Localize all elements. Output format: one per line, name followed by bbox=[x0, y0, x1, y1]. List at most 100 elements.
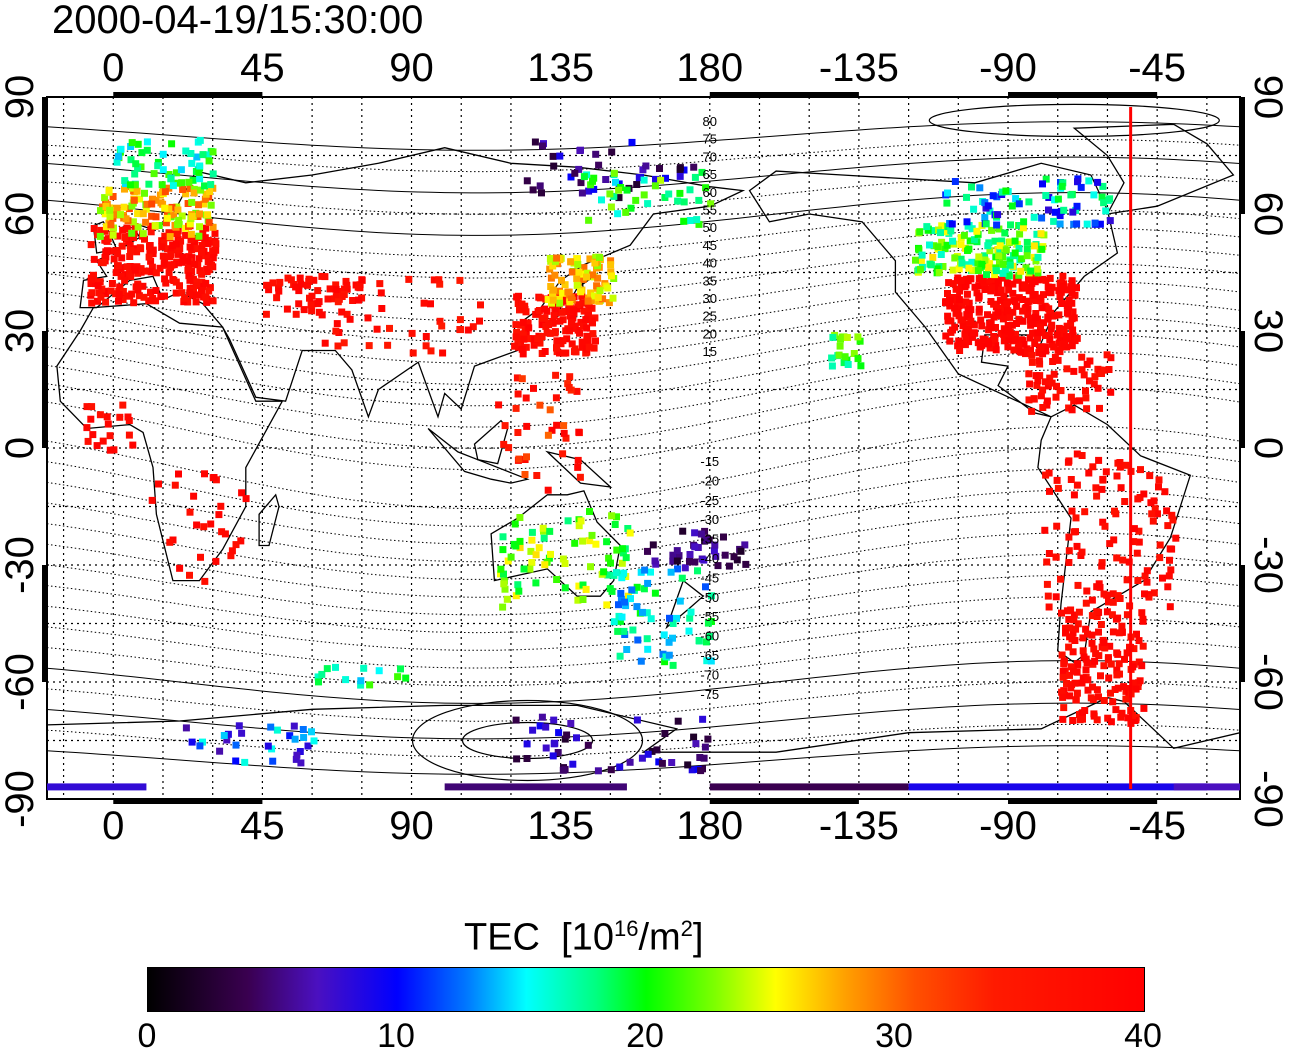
colorbar-tick: 30 bbox=[875, 1017, 913, 1055]
tec-sample bbox=[1085, 469, 1093, 477]
tec-sample bbox=[628, 586, 636, 594]
tec-sample bbox=[1060, 206, 1068, 214]
tec-sample bbox=[1067, 320, 1075, 327]
tec-sample bbox=[1073, 689, 1081, 697]
tec-sample bbox=[673, 557, 681, 565]
tec-sample bbox=[1070, 397, 1078, 405]
tec-sample bbox=[1040, 319, 1048, 327]
tec-sample bbox=[987, 298, 995, 305]
tec-sample bbox=[1020, 218, 1028, 226]
tec-sample bbox=[332, 663, 339, 671]
tec-sample bbox=[1066, 624, 1074, 632]
tec-sample bbox=[691, 558, 699, 566]
tec-sample bbox=[930, 227, 938, 235]
tec-sample bbox=[501, 585, 509, 593]
tec-sample bbox=[637, 657, 645, 665]
tec-sample bbox=[712, 552, 720, 560]
tec-sample bbox=[512, 542, 520, 550]
tec-sample bbox=[175, 216, 183, 224]
tec-band bbox=[709, 783, 909, 791]
map-grid bbox=[42, 92, 1245, 804]
tec-sample bbox=[559, 289, 567, 297]
tec-sample bbox=[1124, 714, 1132, 722]
tec-sample bbox=[1067, 191, 1075, 199]
tec-sample bbox=[1053, 331, 1061, 339]
tec-sample bbox=[1015, 294, 1023, 302]
tec-sample bbox=[1042, 192, 1050, 199]
tec-sample bbox=[1058, 609, 1065, 617]
tec-sample bbox=[209, 148, 217, 156]
tec-sample bbox=[1058, 688, 1066, 696]
tec-sample bbox=[292, 310, 300, 318]
tec-sample bbox=[589, 271, 597, 279]
tec-sample bbox=[1155, 483, 1162, 491]
contour-label: 35 bbox=[703, 273, 717, 288]
tec-sample bbox=[519, 350, 527, 358]
tec-sample bbox=[1034, 334, 1041, 342]
tec-sample bbox=[960, 231, 968, 239]
tec-sample bbox=[704, 619, 712, 627]
tec-sample bbox=[975, 275, 983, 283]
tec-sample bbox=[304, 742, 312, 750]
tec-sample bbox=[589, 330, 597, 338]
tec-sample bbox=[643, 609, 651, 617]
tec-sample bbox=[695, 196, 703, 204]
tec-sample bbox=[998, 188, 1006, 196]
tec-sample bbox=[970, 236, 978, 244]
tec-sample bbox=[142, 218, 150, 226]
tec-sample bbox=[702, 184, 710, 192]
tec-sample bbox=[117, 211, 124, 219]
tec-sample bbox=[955, 337, 963, 345]
tec-sample bbox=[175, 470, 182, 478]
tec-map: 8075706560555045403530252015-15-20-25-30… bbox=[42, 92, 1245, 804]
tec-sample bbox=[521, 471, 529, 478]
left-lat-tick: 30 bbox=[0, 308, 42, 354]
tec-sample bbox=[193, 521, 201, 529]
tec-sample bbox=[209, 223, 217, 231]
tec-sample bbox=[1031, 340, 1039, 347]
tec-sample bbox=[614, 627, 622, 635]
tec-sample bbox=[263, 281, 271, 289]
tec-sample bbox=[1104, 714, 1112, 722]
tec-sample bbox=[986, 260, 994, 268]
tec-sample bbox=[436, 317, 444, 325]
tec-sample bbox=[1104, 654, 1112, 662]
tec-sample bbox=[1095, 580, 1103, 588]
tec-sample bbox=[532, 579, 540, 587]
mlat-contour bbox=[46, 574, 1241, 634]
tec-sample bbox=[523, 422, 531, 430]
tec-sample bbox=[1063, 302, 1071, 310]
tec-sample bbox=[217, 502, 225, 510]
tec-sample bbox=[690, 163, 698, 171]
tec-sample bbox=[582, 349, 590, 357]
tec-sample bbox=[138, 149, 146, 157]
tec-sample bbox=[591, 259, 599, 267]
tec-sample bbox=[933, 265, 941, 273]
mlat-contour bbox=[46, 227, 1241, 279]
tec-sample bbox=[1163, 507, 1171, 515]
tec-sample bbox=[427, 300, 434, 308]
tec-sample bbox=[587, 563, 594, 571]
tec-sample bbox=[967, 317, 975, 325]
tec-sample bbox=[430, 276, 438, 284]
coastline-africa bbox=[56, 303, 284, 582]
tec-sample bbox=[354, 283, 362, 291]
tec-sample bbox=[439, 349, 447, 357]
tec-sample bbox=[665, 638, 673, 646]
tec-sample bbox=[495, 401, 503, 409]
tec-sample bbox=[608, 148, 616, 156]
tec-sample bbox=[966, 237, 974, 245]
tec-sample bbox=[560, 349, 568, 357]
tec-sample bbox=[1011, 249, 1019, 257]
tec-sample bbox=[1134, 495, 1142, 503]
tec-sample bbox=[500, 580, 508, 588]
tec-sample bbox=[269, 757, 277, 765]
tec-sample bbox=[1048, 321, 1056, 329]
tec-sample bbox=[977, 316, 985, 324]
tec-sample bbox=[1022, 350, 1029, 358]
tec-sample bbox=[1000, 292, 1008, 300]
tec-sample bbox=[962, 281, 970, 289]
tec-sample bbox=[1030, 213, 1038, 221]
tec-sample bbox=[1100, 662, 1108, 670]
tec-sample bbox=[531, 138, 539, 146]
